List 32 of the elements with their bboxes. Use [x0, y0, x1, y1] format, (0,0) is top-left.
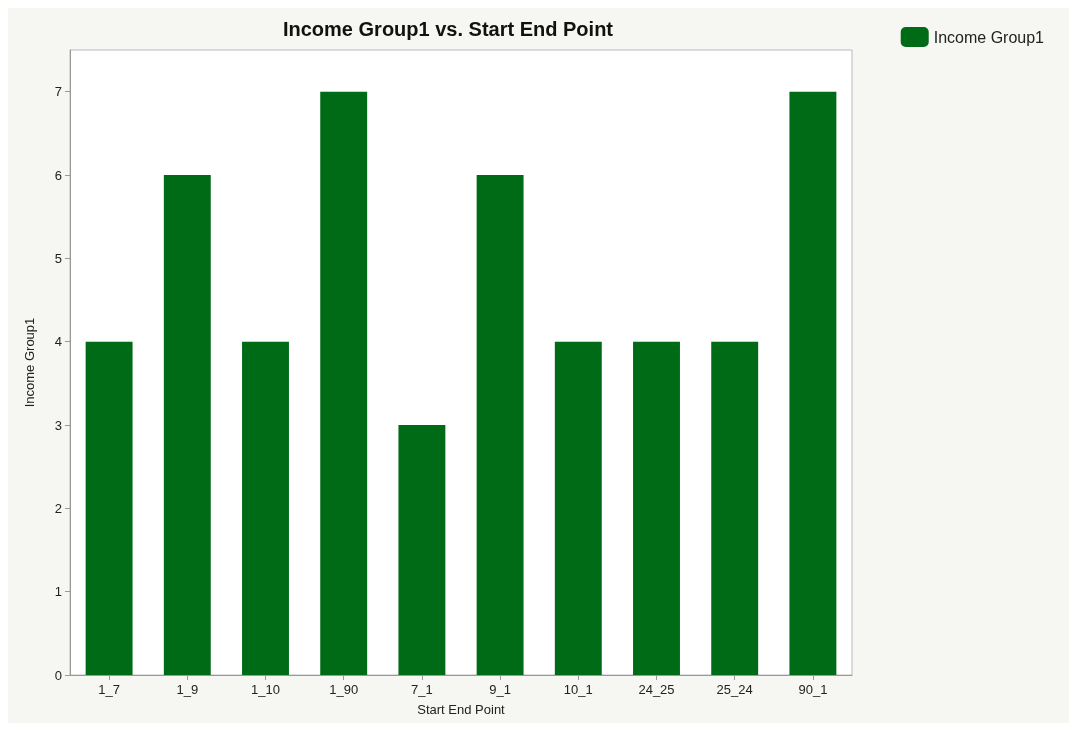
- bar: [163, 175, 211, 675]
- x-tick-label: 9_1: [489, 682, 511, 697]
- y-tick-label: 6: [54, 167, 62, 183]
- x-tick-label: 25_24: [716, 682, 753, 697]
- y-tick-label: 3: [54, 417, 62, 433]
- x-tick-label: 90_1: [798, 682, 828, 697]
- bar: [242, 341, 289, 675]
- x-axis-title: Start End Point: [417, 702, 506, 717]
- x-tick-label: 10_1: [563, 682, 593, 697]
- x-tick-label: 1_10: [251, 682, 280, 697]
- x-tick-label: 7_1: [411, 682, 433, 697]
- bar: [398, 425, 446, 675]
- y-tick-label: 1: [54, 584, 62, 600]
- bar: [633, 341, 680, 675]
- legend-label: Income Group1: [933, 28, 1045, 46]
- bar: [320, 91, 368, 675]
- chart-title: Income Group1 vs. Start End Point: [282, 18, 614, 40]
- x-tick-label: 1_7: [98, 682, 120, 697]
- x-tick-label: 1_90: [329, 682, 359, 697]
- bar: [554, 341, 602, 675]
- x-tick-label: 1_9: [176, 682, 199, 697]
- y-axis-title: Income Group1: [22, 317, 37, 408]
- y-tick-label: 4: [54, 334, 62, 350]
- bar: [789, 91, 837, 675]
- x-tick-label: 24_25: [638, 682, 675, 697]
- bar: [476, 175, 524, 675]
- bar: [711, 341, 759, 675]
- y-tick-label: 5: [54, 250, 62, 266]
- y-tick-label: 2: [54, 500, 62, 516]
- y-tick-label: 7: [54, 84, 62, 100]
- y-tick-label: 0: [54, 667, 62, 683]
- bar: [85, 341, 133, 675]
